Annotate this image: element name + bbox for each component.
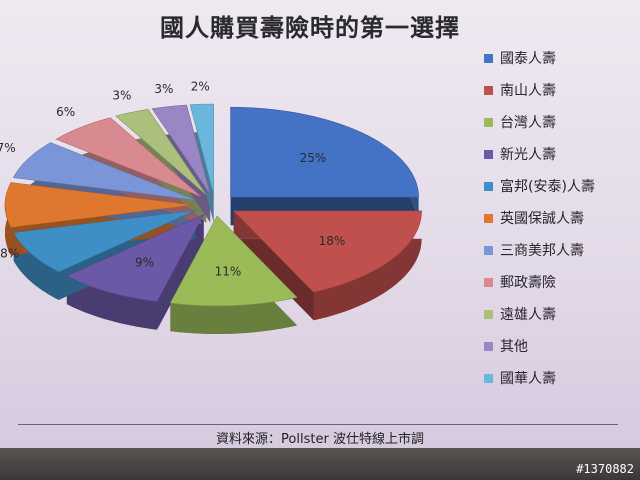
- legend-label-2: 台灣人壽: [500, 115, 556, 131]
- legend-item-9: 其他: [484, 330, 634, 362]
- pie-slice-5: [4, 182, 194, 228]
- source-note: 資料來源：Pollster 波仕特線上市調: [216, 432, 424, 447]
- footer-divider: [18, 424, 618, 425]
- legend-label-9: 其他: [500, 339, 528, 355]
- slice-label-9: 3%: [154, 82, 173, 96]
- pie-slice-3: [66, 213, 205, 302]
- legend-label-7: 郵政壽險: [500, 275, 556, 291]
- slice-label-7: 6%: [56, 105, 75, 119]
- slice-label-2: 11%: [215, 265, 242, 279]
- pie-slice-9: [151, 104, 211, 195]
- legend-swatch-6: [484, 245, 493, 255]
- legend-item-2: 台灣人壽: [484, 106, 634, 138]
- legend-swatch-7: [484, 277, 493, 287]
- slice-label-8: 3%: [112, 89, 131, 103]
- legend-swatch-8: [484, 309, 493, 319]
- legend-item-8: 遠雄人壽: [484, 298, 634, 330]
- legend-label-3: 新光人壽: [500, 147, 556, 163]
- pie-slice-6: [12, 142, 196, 201]
- legend-swatch-4: [484, 181, 493, 191]
- legend-label-5: 英國保誠人壽: [500, 211, 584, 227]
- legend-item-3: 新光人壽: [484, 138, 634, 170]
- legend-label-4: 富邦(安泰)人壽: [500, 179, 595, 195]
- legend-label-0: 國泰人壽: [500, 51, 556, 67]
- legend-item-5: 英國保誠人壽: [484, 202, 634, 234]
- legend-swatch-0: [484, 53, 493, 63]
- legend-item-10: 國華人壽: [484, 362, 634, 394]
- pie-slice-2: [169, 215, 298, 307]
- legend-item-6: 三商美邦人壽: [484, 234, 634, 266]
- legend-item-1: 南山人壽: [484, 74, 634, 106]
- pie-slice-1: [232, 210, 422, 293]
- legend-label-8: 遠雄人壽: [500, 307, 556, 323]
- pie-slice-4: [13, 210, 196, 273]
- slice-label-10: 2%: [191, 80, 210, 94]
- pie-slice-0: [230, 106, 419, 198]
- legend-swatch-5: [484, 213, 493, 223]
- legend-item-4: 富邦(安泰)人壽: [484, 170, 634, 202]
- slice-label-3: 9%: [135, 256, 154, 270]
- chart-legend: 國泰人壽南山人壽台灣人壽新光人壽富邦(安泰)人壽 英國保誠人壽 三商美邦人壽 郵政壽險…: [484, 42, 634, 394]
- legend-item-7: 郵政壽險: [484, 266, 634, 298]
- legend-item-0: 國泰人壽: [484, 42, 634, 74]
- legend-swatch-9: [484, 341, 493, 351]
- legend-swatch-2: [484, 117, 493, 127]
- legend-swatch-10: [484, 373, 493, 383]
- chart-title: 國人購買壽險時的第一選擇: [160, 14, 460, 42]
- legend-label-1: 南山人壽: [500, 83, 556, 99]
- image-watermark: #1370882: [576, 462, 634, 476]
- legend-swatch-1: [484, 85, 493, 95]
- slice-label-6: 7%: [0, 141, 16, 155]
- slice-label-4: 8%: [0, 246, 19, 260]
- pie-slice-side-2: [170, 215, 298, 334]
- legend-swatch-3: [484, 149, 493, 159]
- legend-label-6: 三商美邦人壽: [500, 243, 584, 259]
- pie-slice-10: [189, 103, 214, 195]
- bottom-band: [0, 448, 640, 480]
- slice-label-1: 18%: [319, 234, 346, 248]
- slice-label-0: 25%: [300, 151, 327, 165]
- pie-slice-8: [115, 108, 207, 196]
- pie-slice-7: [55, 117, 202, 197]
- legend-label-10: 國華人壽: [500, 371, 556, 387]
- pie-slice-side-3: [66, 214, 204, 330]
- pie-chart: 25%18%11%9%8%8%7%6%3%3%2%: [0, 80, 422, 334]
